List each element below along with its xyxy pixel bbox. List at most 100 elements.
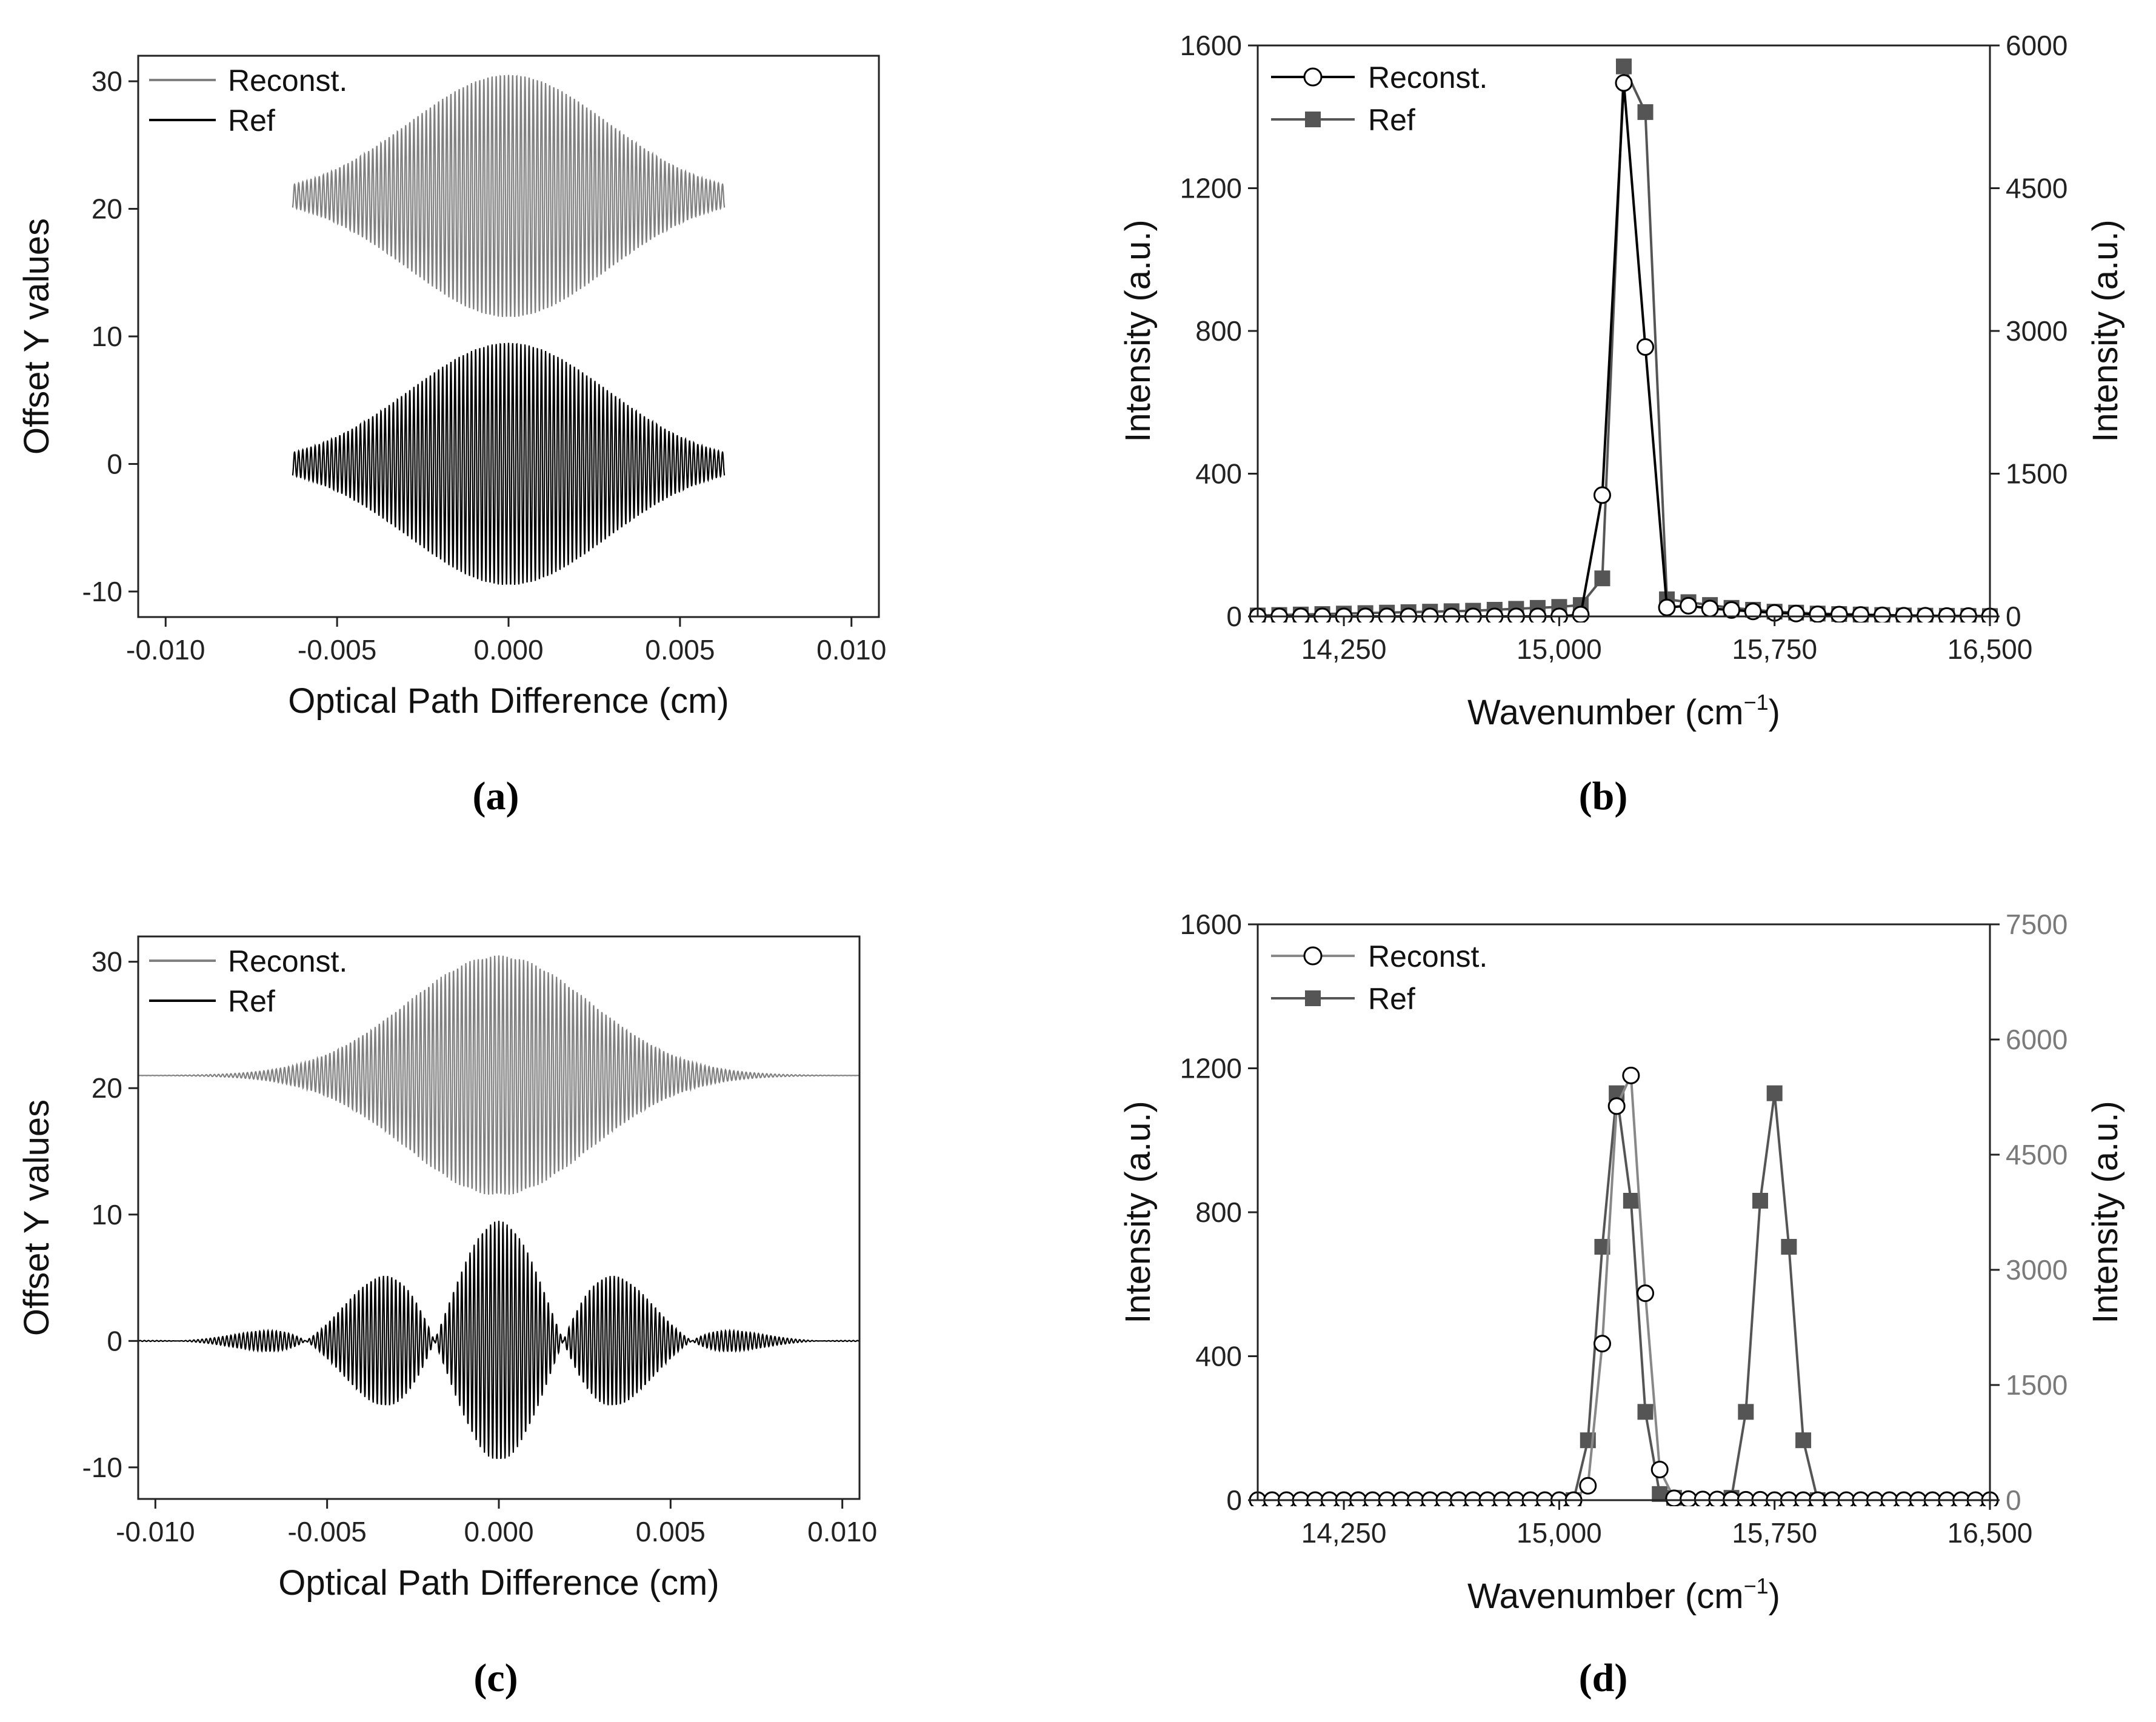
chart-d: 14,250 15,000 15,750 16,5000400800120016000…	[1118, 909, 2125, 1700]
y-right-axis-label: Intensity (a.u.)	[2086, 1101, 2125, 1323]
y-right-tick-label: 6000	[2006, 1024, 2068, 1055]
legend-label: Ref	[1368, 982, 1415, 1016]
x-tick-label: 0.010	[816, 634, 886, 666]
data-point-reconst	[1723, 601, 1741, 619]
plot-frame	[137, 935, 861, 1500]
x-tick-label: -0.005	[287, 1516, 366, 1547]
y-tick-label: 800	[1195, 315, 1242, 347]
data-point-reconst	[1572, 606, 1590, 622]
series-line-ref	[1572, 1093, 1819, 1501]
x-tick-label: 15,000	[1517, 633, 1602, 665]
plot-area	[138, 955, 859, 1460]
panel-label: (b)	[1579, 774, 1628, 818]
data-point-reconst	[1852, 606, 1870, 622]
plot-frame	[137, 55, 880, 618]
data-point-reconst	[1637, 1284, 1655, 1303]
legend-marker	[1303, 67, 1323, 87]
y-tick-label: 10	[92, 321, 122, 352]
x-tick-label: 0.000	[473, 634, 543, 666]
x-tick-label: 15,000	[1517, 1517, 1602, 1549]
x-axis-label: Wavenumber (cm−1)	[1467, 690, 1780, 732]
x-tick-label: 15,750	[1732, 633, 1817, 665]
legend-label: Reconst.	[1368, 939, 1487, 973]
x-tick-label: -0.010	[116, 1516, 195, 1547]
y-tick-label: 1200	[1180, 173, 1242, 204]
y-tick-label: 1600	[1180, 30, 1242, 61]
panel-label: (d)	[1579, 1656, 1628, 1700]
data-point-reconst	[1593, 486, 1611, 504]
legend-marker	[1303, 946, 1323, 966]
data-point-reconst	[1579, 1477, 1597, 1495]
y-tick-label: -10	[82, 576, 122, 607]
data-point-reconst	[1744, 602, 1762, 621]
legend-label: Ref	[228, 984, 275, 1018]
y-axis-label: Offset Y values	[17, 1100, 56, 1336]
y-right-tick-label: 3000	[2006, 1254, 2068, 1286]
data-point-ref	[1616, 58, 1632, 75]
plot-area	[292, 75, 726, 585]
x-tick-label: 0.005	[636, 1516, 706, 1547]
data-point-reconst	[1593, 1335, 1611, 1353]
y-tick-label: 400	[1195, 458, 1242, 490]
y-right-tick-label: 4500	[2006, 173, 2068, 204]
legend-label: Reconst.	[1368, 61, 1487, 95]
x-tick-label: 14,250	[1301, 633, 1387, 665]
y-axis-label: Intensity (a.u.)	[1118, 219, 1158, 442]
legend-marker	[1305, 990, 1321, 1006]
series-line-ref	[292, 342, 726, 585]
data-point-ref	[1752, 1193, 1769, 1209]
y-tick-label: 800	[1195, 1196, 1242, 1228]
x-tick-label: 16,500	[1947, 633, 2033, 665]
data-point-ref	[1795, 1432, 1812, 1449]
x-tick-label: -0.010	[126, 634, 205, 666]
data-point-reconst	[1809, 605, 1827, 622]
y-tick-label: 20	[92, 193, 122, 225]
data-point-reconst	[1615, 74, 1633, 92]
panel-label: (a)	[473, 774, 519, 818]
data-point-reconst	[1830, 606, 1848, 622]
y-right-tick-label: 0	[2006, 1484, 2021, 1516]
legend-label: Reconst.	[228, 64, 347, 98]
data-point-reconst	[1637, 338, 1655, 356]
y-right-tick-label: 1500	[2006, 458, 2068, 490]
data-point-ref	[1637, 1404, 1654, 1420]
data-point-ref	[1594, 570, 1610, 587]
y-right-tick-label: 1500	[2006, 1369, 2068, 1401]
legend-label: Ref	[228, 104, 275, 138]
y-tick-label: 30	[92, 946, 122, 978]
data-point-ref	[1623, 1193, 1639, 1209]
y-tick-label: 0	[107, 448, 122, 479]
y-tick-label: 1600	[1180, 909, 1242, 940]
chart-a: -0.010 -0.005 0.000 0.005 0.010 -10 0 10 20 30 Opt…	[17, 55, 886, 818]
data-point-reconst	[1680, 596, 1698, 615]
y-tick-label: 10	[92, 1199, 122, 1230]
x-tick-label: 16,500	[1947, 1517, 2033, 1549]
series-line-reconst	[138, 955, 859, 1195]
data-point-reconst	[1873, 606, 1891, 622]
y-right-tick-label: 3000	[2006, 315, 2068, 347]
plot-area	[1249, 1066, 1999, 1506]
data-point-ref	[1781, 1239, 1797, 1255]
plot-area	[1249, 58, 1999, 622]
chart-c: -0.010 -0.005 0.000 0.005 0.010 -10 0 10 20 30 Opt…	[17, 935, 877, 1700]
data-point-reconst	[1701, 599, 1719, 618]
data-point-ref	[1738, 1404, 1754, 1420]
panel-label: (c)	[473, 1656, 518, 1700]
y-right-tick-label: 4500	[2006, 1139, 2068, 1170]
y-tick-label: 30	[92, 65, 122, 97]
y-tick-label: 20	[92, 1072, 122, 1104]
y-axis-label: Offset Y values	[17, 218, 56, 455]
legend-marker	[1305, 112, 1321, 127]
series-line-ref	[138, 1221, 859, 1460]
legend-label: Reconst.	[228, 944, 347, 978]
y-right-tick-label: 7500	[2006, 909, 2068, 940]
y-right-tick-label: 0	[2006, 601, 2021, 632]
y-axis-label: Intensity (a.u.)	[1118, 1101, 1158, 1323]
data-point-reconst	[1665, 1489, 1683, 1506]
x-tick-label: 15,750	[1732, 1517, 1817, 1549]
x-tick-label: 0.005	[645, 634, 715, 666]
series-line-ref	[1257, 65, 1991, 618]
data-point-reconst	[1622, 1066, 1640, 1084]
chart-b: 14,250 15,000 15,750 16,5000400800120016000…	[1118, 30, 2125, 818]
data-point-reconst	[1680, 1490, 1698, 1506]
